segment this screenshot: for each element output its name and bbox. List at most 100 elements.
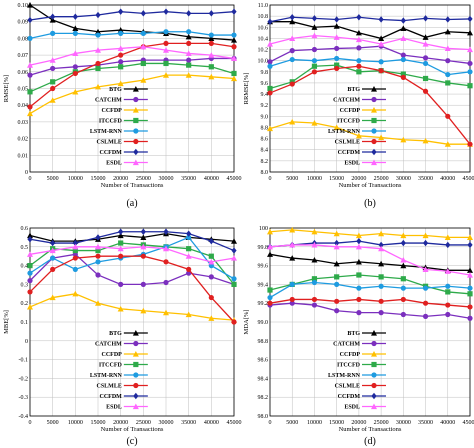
- data-point: [231, 32, 237, 38]
- data-point: [400, 71, 406, 77]
- data-point: [118, 228, 124, 235]
- y-tick-label: 0.4: [21, 264, 29, 270]
- data-point: [445, 71, 451, 78]
- series-line: [269, 64, 471, 90]
- data-point: [50, 65, 56, 72]
- data-point: [208, 258, 215, 265]
- data-point: [467, 46, 473, 53]
- data-point: [378, 274, 384, 280]
- data-point: [27, 104, 33, 110]
- data-point: [185, 50, 192, 57]
- x-tick-label: 35000: [181, 176, 196, 182]
- x-tick-label: 40000: [440, 420, 455, 426]
- data-point: [400, 256, 407, 263]
- data-point: [378, 68, 384, 74]
- legend-swatch-marker: [133, 138, 139, 145]
- x-tick-label: 25000: [136, 176, 151, 182]
- data-point: [445, 283, 451, 289]
- data-point: [95, 47, 101, 53]
- data-point: [467, 304, 473, 310]
- data-point: [231, 238, 237, 244]
- data-point: [445, 16, 451, 23]
- series-line: [29, 57, 234, 76]
- legend-label: ESDL: [106, 405, 122, 411]
- panel-label: (b): [364, 198, 376, 209]
- data-point: [311, 15, 318, 22]
- y-tick-label: 0.07: [18, 53, 29, 59]
- data-point: [356, 63, 362, 69]
- x-tick-label: 0: [29, 420, 32, 426]
- data-point: [400, 56, 406, 63]
- legend-label: CSLMLE: [96, 384, 121, 390]
- legend-swatch-marker: [133, 96, 139, 103]
- data-point: [378, 298, 384, 304]
- data-point: [267, 228, 273, 235]
- series-line: [269, 34, 471, 51]
- data-point: [467, 241, 473, 249]
- data-point: [72, 266, 78, 272]
- data-point: [267, 294, 273, 301]
- data-point: [267, 63, 273, 69]
- data-point: [311, 120, 318, 126]
- data-point: [334, 239, 340, 247]
- data-point: [231, 37, 237, 43]
- data-point: [400, 285, 406, 291]
- legend-label: CSLMLE: [96, 140, 121, 146]
- series-line: [29, 255, 235, 323]
- data-point: [208, 274, 214, 280]
- data-point: [72, 30, 78, 36]
- y-tick-label: 10.0: [258, 59, 269, 65]
- legend-swatch-marker: [371, 96, 377, 103]
- data-point: [208, 10, 214, 17]
- data-point: [422, 60, 429, 67]
- legend-swatch-marker: [371, 392, 377, 400]
- series-line: [269, 302, 471, 319]
- data-point: [186, 62, 192, 68]
- data-point: [49, 294, 56, 301]
- data-point: [467, 285, 473, 291]
- data-point: [27, 110, 33, 117]
- data-point: [400, 311, 406, 318]
- legend-swatch-marker: [371, 403, 377, 410]
- data-point: [72, 290, 79, 297]
- series-line: [29, 253, 235, 286]
- x-tick-label: 35000: [181, 420, 196, 426]
- data-point: [140, 10, 146, 17]
- data-point: [444, 28, 451, 35]
- data-point: [467, 15, 473, 23]
- data-point: [445, 58, 451, 64]
- data-point: [334, 16, 340, 23]
- data-point: [378, 310, 384, 316]
- data-point: [50, 85, 56, 92]
- data-point: [208, 52, 215, 58]
- data-point: [311, 32, 318, 39]
- y-tick-label: 10.6: [258, 25, 269, 31]
- data-point: [422, 300, 429, 306]
- data-point: [27, 35, 33, 42]
- series-line: [269, 65, 471, 145]
- legend-swatch-marker: [371, 107, 377, 113]
- y-tick-label: 0.6: [21, 226, 29, 232]
- data-point: [467, 69, 473, 75]
- y-tick-label: 99.8: [258, 245, 269, 251]
- data-point: [422, 313, 429, 319]
- data-point: [95, 247, 101, 254]
- data-point: [27, 263, 33, 269]
- data-point: [185, 253, 192, 259]
- legend-label: ESDL: [344, 405, 360, 411]
- data-point: [356, 69, 362, 75]
- data-point: [231, 44, 237, 50]
- data-point: [118, 59, 124, 65]
- data-point: [231, 247, 237, 254]
- data-point: [118, 253, 124, 259]
- data-point: [267, 243, 273, 250]
- x-tick-label: 20000: [113, 176, 128, 182]
- data-point: [231, 70, 237, 77]
- data-point: [311, 228, 318, 235]
- y-tick-label: 9.4: [261, 92, 269, 98]
- data-point: [400, 17, 406, 24]
- data-point: [444, 234, 451, 240]
- data-point: [118, 52, 124, 58]
- y-tick-label: 99.4: [258, 282, 269, 288]
